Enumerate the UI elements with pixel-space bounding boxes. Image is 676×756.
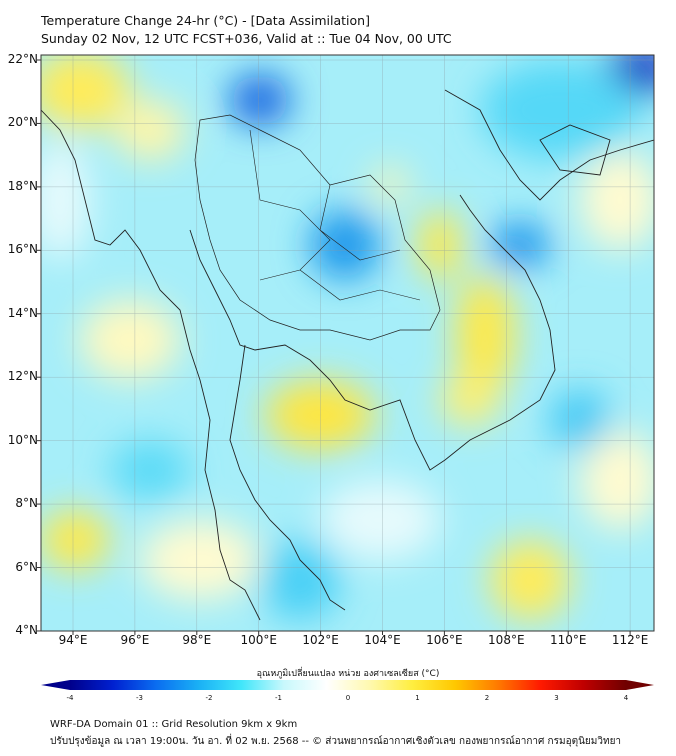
colorbar-tick-label: -3 bbox=[136, 694, 143, 702]
lon-label: 102°E bbox=[302, 633, 339, 647]
footer-model-info: WRF-DA Domain 01 :: Grid Resolution 9km … bbox=[50, 719, 298, 730]
lat-label: 22°N bbox=[7, 52, 38, 66]
lon-label: 104°E bbox=[364, 633, 401, 647]
lat-label: 4°N bbox=[15, 622, 38, 637]
colorbar-tick-label: 4 bbox=[623, 694, 629, 702]
heatmap-field bbox=[41, 55, 654, 631]
colorbar-title: อุณหภูมิเปลี่ยนแปลง หน่วย องศาเซลเซียส (… bbox=[256, 669, 440, 679]
lat-label: 18°N bbox=[7, 178, 38, 193]
colorbar-tick-label: 1 bbox=[415, 694, 420, 702]
lat-label: 10°N bbox=[7, 432, 38, 447]
colorbar-tick-label: 0 bbox=[345, 694, 351, 702]
colorbar-tick-label: -1 bbox=[275, 694, 282, 702]
lon-label: 100°E bbox=[240, 633, 277, 647]
lon-label: 94°E bbox=[58, 633, 88, 647]
lon-label: 110°E bbox=[549, 633, 587, 647]
lat-label: 20°N bbox=[7, 115, 38, 130]
lat-label: 12°N bbox=[7, 369, 38, 384]
colorbar-tick-label: 3 bbox=[554, 694, 559, 702]
footer-update-info: ปรับปรุงข้อมูล ณ เวลา 19:00น. วัน อา. ที… bbox=[50, 736, 622, 747]
lon-label: 106°E bbox=[426, 633, 463, 647]
colorbar-min-extend bbox=[41, 680, 70, 690]
lon-label: 108°E bbox=[488, 633, 525, 647]
coastlines bbox=[41, 89, 654, 621]
lon-label: 112°E bbox=[611, 633, 649, 647]
chart-subtitle: Sunday 02 Nov, 12 UTC FCST+036, Valid at… bbox=[41, 31, 452, 46]
lat-label: 6°N bbox=[15, 559, 38, 574]
lat-label: 8°N bbox=[15, 496, 38, 511]
colorbar bbox=[70, 680, 626, 690]
colorbar-tick-label: 2 bbox=[484, 694, 490, 702]
colorbar-max-extend bbox=[626, 680, 654, 690]
lat-label: 14°N bbox=[7, 305, 38, 320]
colorbar-tick-label: -2 bbox=[205, 694, 213, 702]
map-frame bbox=[40, 54, 655, 632]
lon-label: 96°E bbox=[120, 633, 150, 647]
colorbar-tick-label: -4 bbox=[66, 694, 74, 702]
chart-title: Temperature Change 24-hr (°C) - [Data As… bbox=[41, 13, 370, 28]
lat-label: 16°N bbox=[7, 242, 38, 257]
lon-label: 98°E bbox=[182, 633, 212, 647]
